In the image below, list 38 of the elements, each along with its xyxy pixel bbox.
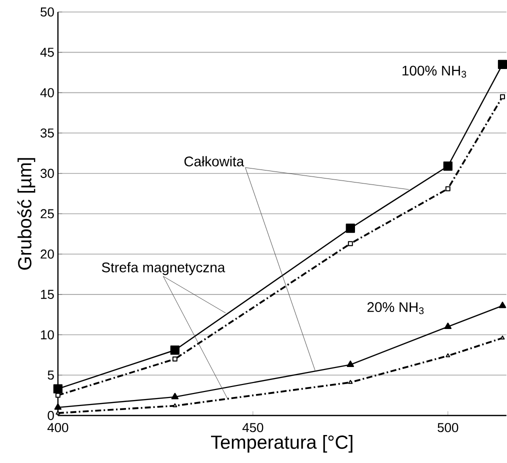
y-tick-label: 0 — [48, 410, 54, 420]
point — [446, 353, 450, 358]
point — [54, 403, 62, 410]
y-tick-label: 50 — [40, 7, 54, 16]
point — [170, 345, 180, 354]
point — [500, 94, 505, 99]
point — [445, 186, 450, 191]
y-tick-label: 40 — [40, 88, 54, 98]
point — [171, 392, 179, 400]
point — [172, 403, 178, 408]
point — [500, 335, 505, 340]
point — [55, 392, 60, 398]
y-axis-title: Grubość [µm] — [17, 158, 36, 270]
point — [346, 223, 355, 233]
x-tick-label: 500 — [438, 422, 458, 432]
x-tick-label: 400 — [47, 422, 68, 432]
y-tick-label: 25 — [40, 208, 54, 218]
x-tick-label: 450 — [242, 422, 264, 432]
annotation: 20% NH$_{3}$ — [367, 302, 424, 314]
point — [348, 240, 353, 246]
y-tick-label: 20 — [40, 249, 54, 258]
point — [53, 384, 63, 394]
y-tick-label: 35 — [40, 128, 54, 138]
y-tick-label: 10 — [41, 330, 54, 340]
point — [498, 301, 506, 308]
point — [444, 322, 452, 329]
point — [348, 380, 353, 384]
y-tick-label: 5 — [48, 370, 54, 380]
y-tick-label: 15 — [41, 290, 54, 299]
annotation: Strefa magnetyczna — [102, 262, 226, 275]
annotation: Całkowita — [184, 156, 244, 166]
y-tick-label: 30 — [40, 168, 54, 178]
point — [172, 356, 178, 362]
point — [346, 360, 354, 367]
y-tick-label: 45 — [40, 48, 54, 57]
x-axis-title: Temperatura [°C] — [211, 434, 352, 452]
point — [443, 161, 452, 170]
annotation: 100% NH$_{3}$ — [402, 65, 466, 78]
